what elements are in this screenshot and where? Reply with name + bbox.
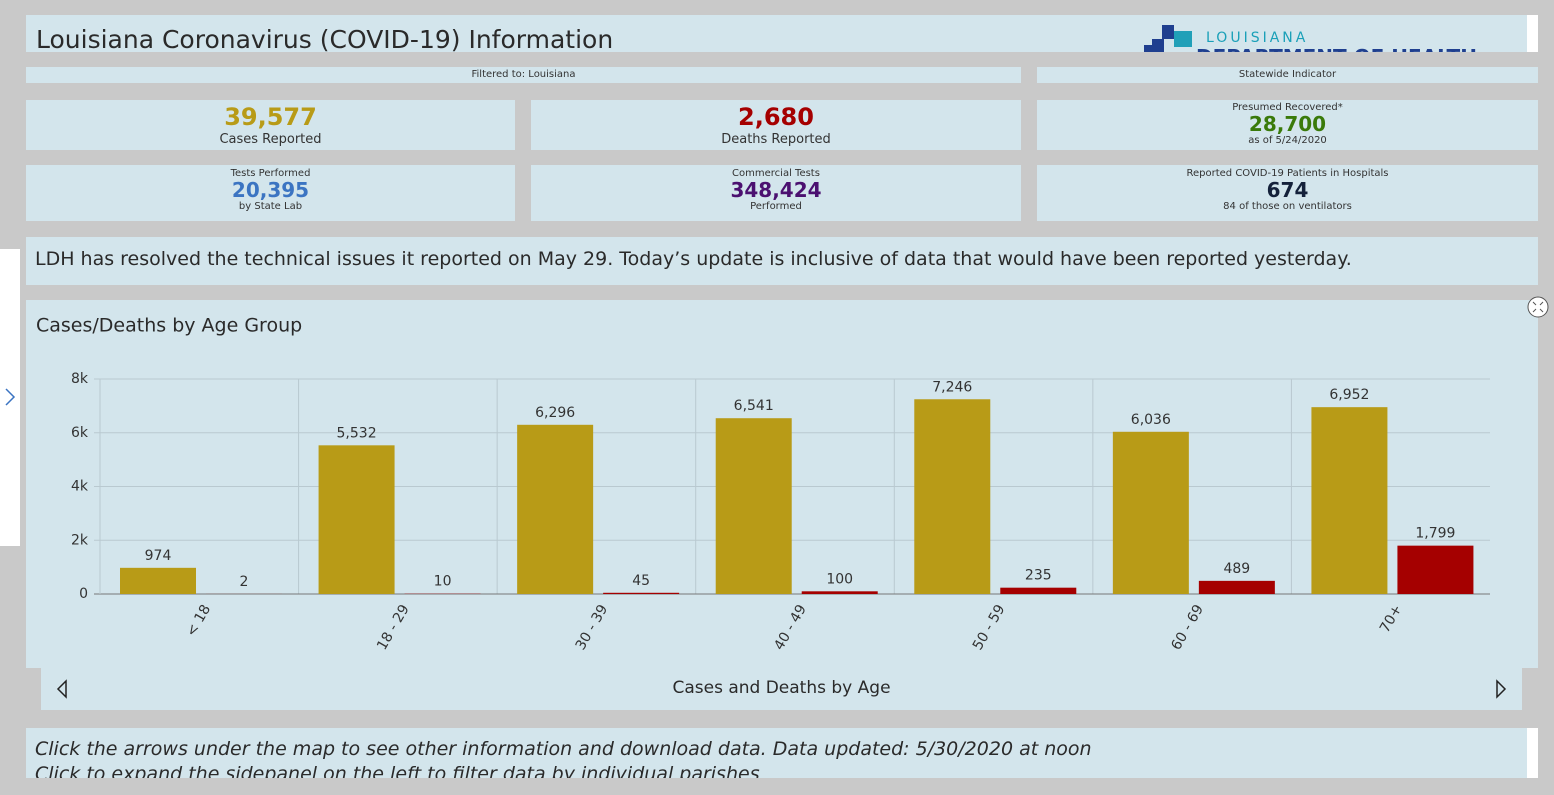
value-label: 7,246 [932, 379, 972, 395]
side-arrow[interactable] [0, 249, 20, 546]
logo-mark [1144, 25, 1192, 52]
card-label: Performed [750, 201, 802, 212]
x-tick-label: 40 - 49 [771, 602, 810, 653]
notice-text: LDH has resolved the technical issues it… [35, 248, 1352, 270]
value-label: 2 [240, 574, 249, 590]
card: Tests Performed 20,395 by State Lab [26, 165, 515, 221]
title: Louisiana Coronavirus (COVID-19) Informa… [36, 25, 614, 52]
scrollbar [1527, 15, 1538, 52]
value-label: 6,036 [1131, 412, 1171, 428]
card: Presumed Recovered* 28,700 as of 5/24/2020 [1037, 100, 1538, 150]
scrollbar [1527, 728, 1538, 778]
value-label: 6,296 [535, 405, 575, 421]
card-top: Tests Performed [230, 168, 311, 179]
y-tick-label: 2k [71, 532, 89, 548]
value-label: 489 [1223, 561, 1250, 577]
card: Reported COVID-19 Patients in Hospitals 6… [1037, 165, 1538, 221]
card-label: 84 of those on ventilators [1223, 201, 1352, 212]
card-top: Reported COVID-19 Patients in Hospitals [1186, 168, 1389, 179]
card-value: 2,680 [738, 103, 814, 131]
chart: Cases/Deaths by Age Group 0 2k 4k 6k 8k < 18 9… [36, 315, 1490, 653]
footer: Click the arrows under the map to see ot… [26, 728, 1538, 778]
bar [1000, 587, 1077, 594]
card-value: 674 [1266, 178, 1309, 202]
value-label: 1,799 [1415, 526, 1455, 542]
value-label: 5,532 [337, 425, 377, 441]
value-label: 45 [632, 573, 650, 589]
nav-title: Cases and Deaths by Age [672, 678, 891, 698]
x-tick-label: 50 - 59 [970, 602, 1009, 653]
y-tick-label: 0 [79, 586, 88, 602]
card-value: 39,577 [224, 103, 317, 131]
filter-label: Filtered to: Louisiana [26, 67, 1021, 83]
card: 2,680 Deaths Reported [531, 100, 1021, 150]
bar [1112, 431, 1189, 594]
footer-line: Click to expand the sidepanel on the lef… [35, 763, 760, 778]
card-label: Cases Reported [219, 132, 322, 147]
card-label: as of 5/24/2020 [1248, 135, 1327, 146]
value-label: 6,952 [1329, 387, 1369, 403]
footer-line: Click the arrows under the map to see ot… [35, 738, 1092, 760]
value-label: 6,541 [734, 398, 774, 414]
bar [1198, 580, 1275, 594]
x-tick-label: 60 - 69 [1168, 602, 1207, 653]
value-label: 10 [434, 574, 452, 590]
bar [914, 399, 991, 594]
x-tick-label: 18 - 29 [374, 602, 413, 653]
card-top: Commercial Tests [732, 168, 820, 179]
value-label: 974 [145, 548, 172, 564]
value-label: 235 [1025, 568, 1052, 584]
logo-bottom: DEPARTMENT OF HEALTH [1196, 45, 1477, 52]
filter-label: Statewide Indicator [1037, 67, 1538, 83]
x-tick-label: 30 - 39 [573, 602, 612, 653]
card-value: 28,700 [1248, 112, 1327, 136]
card-top: Presumed Recovered* [1232, 102, 1343, 113]
side-panel [0, 249, 20, 546]
bar [603, 592, 680, 594]
y-tick-label: 8k [71, 371, 89, 387]
card-label: by State Lab [238, 201, 303, 212]
bar [715, 418, 792, 594]
bar [517, 424, 594, 594]
bar [1311, 407, 1388, 594]
bar [801, 591, 878, 594]
card-value: 348,424 [730, 178, 822, 202]
bar [120, 567, 196, 594]
card-label: Deaths Reported [721, 132, 831, 147]
card-value: 20,395 [231, 178, 310, 202]
x-tick-label: 70+ [1377, 602, 1406, 636]
y-tick-label: 6k [71, 425, 89, 441]
y-tick-label: 4k [71, 479, 89, 495]
x-tick-label: < 18 [183, 602, 214, 639]
card: 39,577 Cases Reported [26, 100, 515, 150]
chart-panel: Cases/Deaths by Age Group 0 2k 4k 6k 8k < 18 9… [26, 300, 1538, 668]
card: Commercial Tests 348,424 Performed [531, 165, 1021, 221]
bar [318, 445, 395, 594]
chart-title: Cases/Deaths by Age Group [36, 315, 302, 337]
value-label: 100 [826, 571, 853, 587]
logo-top: LOUISIANA [1206, 30, 1309, 46]
prev-arrow[interactable] [53, 678, 73, 700]
header: Louisiana Coronavirus (COVID-19) Informa… [26, 15, 1538, 52]
notice: LDH has resolved the technical issues it… [26, 237, 1538, 285]
bar [1397, 545, 1474, 594]
expand-button[interactable] [1526, 296, 1550, 320]
nav-bar: Cases and Deaths by Age [41, 668, 1522, 710]
next-arrow[interactable] [1491, 678, 1511, 700]
